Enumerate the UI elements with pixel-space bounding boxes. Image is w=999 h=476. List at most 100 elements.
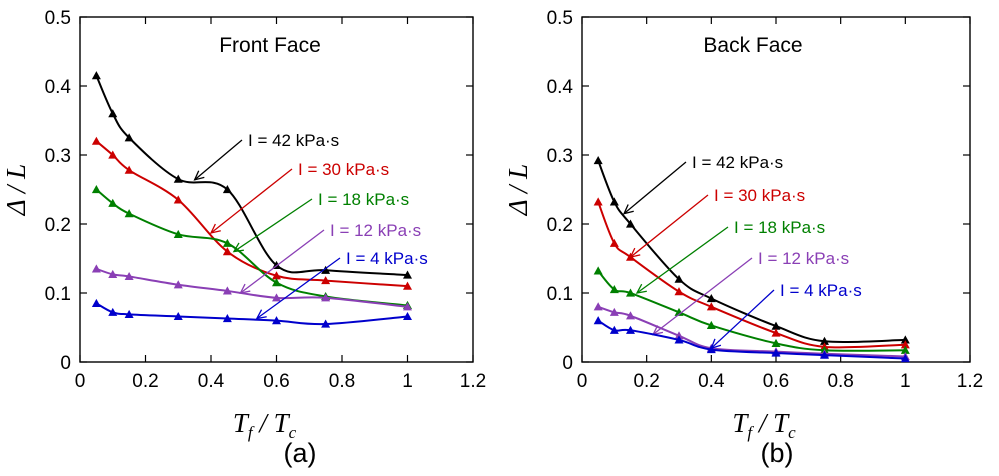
data-point-marker bbox=[272, 316, 281, 325]
x-tick-label: 1 bbox=[900, 371, 911, 392]
series-label: I = 30 kPa·s bbox=[298, 160, 389, 179]
data-point-marker bbox=[173, 195, 183, 204]
data-point-marker bbox=[108, 109, 118, 118]
data-point-marker bbox=[222, 185, 232, 194]
data-point-marker bbox=[820, 350, 829, 359]
data-point-marker bbox=[900, 335, 910, 344]
x-tick-label: 0.2 bbox=[132, 371, 158, 392]
series-2: I = 30 kPa·s bbox=[91, 136, 412, 290]
data-point-marker bbox=[272, 278, 281, 287]
data-point-marker bbox=[771, 338, 781, 347]
data-point-marker bbox=[222, 247, 232, 256]
chart-panel-b: 0 0.1 0.2 0.3 0.4 0.5 0 0.2 0.4 0.6 0.8 1 1.2 Back Fa… bbox=[503, 8, 983, 468]
data-point-marker bbox=[222, 314, 232, 323]
data-point-marker bbox=[272, 293, 281, 302]
data-point-marker bbox=[108, 150, 118, 159]
data-point-marker bbox=[403, 281, 412, 290]
series-label: I = 42 kPa·s bbox=[248, 131, 339, 150]
data-point-marker bbox=[222, 238, 232, 247]
data-point-marker bbox=[403, 311, 412, 321]
x-tick-label: 1 bbox=[402, 371, 413, 392]
series-label: I = 12 kPa·s bbox=[330, 221, 421, 240]
data-point-marker bbox=[173, 174, 183, 183]
y-axis-title: Δ / L bbox=[503, 164, 533, 216]
data-point-marker bbox=[124, 133, 134, 142]
annotation-arrow-line bbox=[210, 168, 293, 234]
annotation-arrow-head bbox=[193, 170, 205, 181]
data-point-marker bbox=[403, 270, 412, 279]
data-point-marker bbox=[771, 348, 781, 357]
data-point-marker bbox=[771, 321, 781, 330]
data-point-marker bbox=[626, 325, 635, 334]
annotation-arrow-line bbox=[710, 289, 775, 349]
y-tick-label: 0.4 bbox=[45, 77, 72, 98]
x-tick-label: 0.8 bbox=[329, 371, 355, 392]
data-point-marker bbox=[173, 280, 183, 289]
data-point-marker bbox=[173, 229, 183, 238]
y-tick-label: 0 bbox=[60, 353, 71, 374]
annotation-arrow-line bbox=[194, 139, 243, 181]
data-point-marker bbox=[321, 265, 331, 274]
series-label: I = 4 kPa·s bbox=[346, 249, 428, 268]
data-point-marker bbox=[321, 276, 331, 285]
series-2: I = 30 kPa·s bbox=[593, 186, 910, 351]
x-tick-label: 0 bbox=[75, 371, 86, 392]
data-point-marker bbox=[900, 340, 910, 349]
data-point-marker bbox=[593, 156, 603, 165]
annotation-arrow-head bbox=[209, 223, 221, 234]
annotation-arrow-head bbox=[622, 204, 634, 215]
y-tick-label: 0.5 bbox=[547, 8, 573, 29]
series-line bbox=[96, 267, 408, 308]
y-tick-label: 0.2 bbox=[547, 215, 573, 236]
annotation-arrow-line bbox=[256, 257, 341, 320]
plot-frame bbox=[79, 16, 474, 363]
panel-label: (a) bbox=[284, 438, 317, 468]
chart-panel-a: 0 0.1 0.2 0.3 0.4 0.5 0 0.2 0.4 0.6 0.8 1 1.2 Front F… bbox=[1, 8, 486, 468]
data-point-marker bbox=[609, 238, 619, 247]
annotation-arrow-line bbox=[630, 194, 709, 258]
data-point-marker bbox=[706, 320, 716, 330]
data-point-marker bbox=[91, 136, 101, 145]
data-point-marker bbox=[706, 345, 716, 354]
series-label: I = 42 kPa·s bbox=[692, 153, 783, 172]
chart-title: Front Face bbox=[219, 34, 321, 57]
data-point-marker bbox=[609, 307, 619, 316]
annotation-arrow-line bbox=[636, 226, 729, 294]
data-point-marker bbox=[321, 319, 331, 328]
y-axis-title: Δ / L bbox=[1, 164, 31, 216]
x-tick-label: 0.6 bbox=[763, 371, 789, 392]
data-point-marker bbox=[108, 198, 118, 207]
data-point-marker bbox=[593, 266, 603, 275]
series-label: I = 30 kPa·s bbox=[714, 186, 805, 205]
y-tick-label: 0.1 bbox=[547, 284, 573, 305]
y-tick-label: 0.5 bbox=[45, 8, 71, 29]
x-tick-label: 0.8 bbox=[827, 371, 853, 392]
data-point-marker bbox=[626, 219, 635, 228]
series-line bbox=[597, 319, 906, 360]
data-point-marker bbox=[321, 293, 331, 302]
annotation-arrow-head bbox=[255, 309, 267, 320]
data-point-marker bbox=[609, 197, 619, 206]
annotation-arrow-head bbox=[710, 338, 722, 350]
series-1: I = 42 kPa·s bbox=[593, 153, 910, 345]
series-line bbox=[95, 302, 408, 326]
series-label: I = 12 kPa·s bbox=[758, 249, 849, 268]
annotation-arrow-head bbox=[629, 247, 641, 259]
data-point-marker bbox=[674, 331, 684, 340]
data-point-marker bbox=[593, 197, 603, 206]
series-label: I = 4 kPa·s bbox=[780, 281, 862, 300]
data-point-marker bbox=[626, 311, 635, 320]
data-point-marker bbox=[124, 309, 134, 318]
series-3: I = 18 kPa·s bbox=[91, 185, 412, 310]
x-tick-label: 0.2 bbox=[633, 371, 659, 392]
data-point-marker bbox=[900, 354, 910, 363]
x-tick-label: 0.6 bbox=[263, 371, 289, 392]
data-point-marker bbox=[91, 185, 101, 194]
data-point-marker bbox=[91, 264, 101, 273]
data-point-marker bbox=[403, 302, 412, 311]
data-point-marker bbox=[173, 311, 183, 321]
annotation-arrow-line bbox=[623, 161, 687, 215]
data-point-marker bbox=[593, 316, 603, 325]
series-1: I = 42 kPa·s bbox=[91, 71, 412, 279]
